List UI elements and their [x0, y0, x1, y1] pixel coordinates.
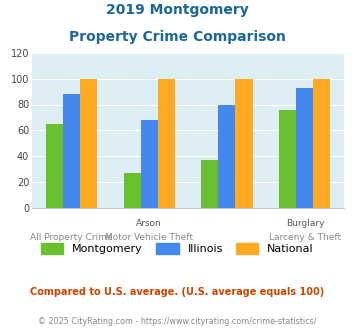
Text: All Property Crime: All Property Crime [30, 233, 112, 242]
Text: Arson: Arson [136, 219, 162, 228]
Text: Property Crime Comparison: Property Crime Comparison [69, 30, 286, 44]
Bar [80, 79, 97, 208]
Bar [201, 160, 218, 208]
Bar [279, 110, 296, 208]
Bar [218, 105, 235, 208]
Text: Burglary: Burglary [286, 219, 324, 228]
Bar [235, 79, 252, 208]
Bar [296, 88, 313, 208]
Bar [63, 94, 80, 208]
Legend: Montgomery, Illinois, National: Montgomery, Illinois, National [37, 239, 318, 258]
Bar [313, 79, 330, 208]
Text: Compared to U.S. average. (U.S. average equals 100): Compared to U.S. average. (U.S. average … [31, 287, 324, 297]
Bar [158, 79, 175, 208]
Text: © 2025 CityRating.com - https://www.cityrating.com/crime-statistics/: © 2025 CityRating.com - https://www.city… [38, 317, 317, 326]
Text: 2019 Montgomery: 2019 Montgomery [106, 3, 249, 17]
Bar [141, 120, 158, 208]
Bar [124, 173, 141, 208]
Text: Larceny & Theft: Larceny & Theft [269, 233, 342, 242]
Bar [46, 124, 63, 208]
Text: Motor Vehicle Theft: Motor Vehicle Theft [105, 233, 193, 242]
